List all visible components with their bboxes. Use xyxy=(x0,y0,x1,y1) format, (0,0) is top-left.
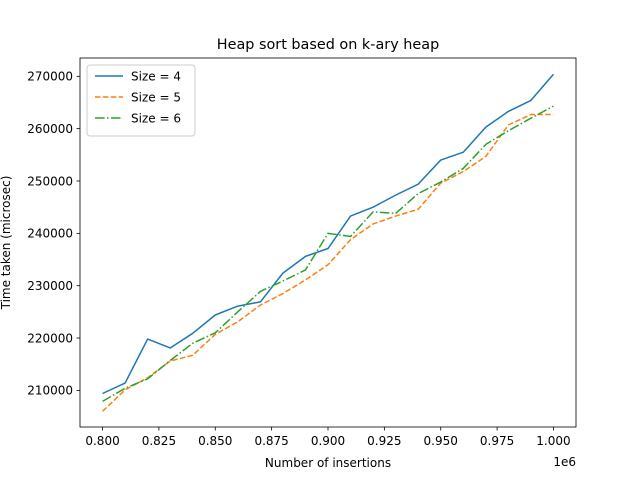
legend-label: Size = 4 xyxy=(131,69,181,83)
x-tick-label: 0.875 xyxy=(254,434,288,448)
x-tick-label: 0.800 xyxy=(85,434,119,448)
x-tick-label: 0.975 xyxy=(480,434,514,448)
x-axis-offset-text: 1e6 xyxy=(553,455,576,469)
y-tick-label: 260000 xyxy=(27,122,73,136)
x-tick-label: 0.950 xyxy=(424,434,458,448)
x-tick-label: 0.825 xyxy=(142,434,176,448)
x-axis-label: Number of insertions xyxy=(265,456,391,470)
legend: Size = 4 Size = 5 Size = 6 xyxy=(86,64,196,137)
legend-label: Size = 5 xyxy=(131,90,181,104)
y-tick-label: 230000 xyxy=(27,279,73,293)
series-layer xyxy=(102,73,555,412)
x-tick-label: 1.000 xyxy=(536,434,570,448)
y-tick-label: 240000 xyxy=(27,227,73,241)
series-line-size-6 xyxy=(102,105,554,402)
y-axis-ticks: 210000 220000 230000 240000 250000 260000 2700… xyxy=(27,70,80,398)
y-tick-label: 210000 xyxy=(27,384,73,398)
y-tick-label: 220000 xyxy=(27,331,73,345)
y-tick-label: 250000 xyxy=(27,174,73,188)
x-tick-label: 0.900 xyxy=(311,434,345,448)
y-tick-label: 270000 xyxy=(27,70,73,84)
x-tick-label: 0.925 xyxy=(367,434,401,448)
chart-title: Heap sort based on k-ary heap xyxy=(217,37,439,53)
series-line-size-4 xyxy=(102,73,555,395)
series-line-size-5 xyxy=(102,113,554,412)
y-axis-label: Time taken (microsec) xyxy=(0,176,13,311)
x-tick-label: 0.850 xyxy=(198,434,232,448)
x-axis-ticks: 0.800 0.825 0.850 0.875 0.900 0.925 0.950 0.975… xyxy=(85,427,571,448)
legend-label: Size = 6 xyxy=(131,111,181,125)
